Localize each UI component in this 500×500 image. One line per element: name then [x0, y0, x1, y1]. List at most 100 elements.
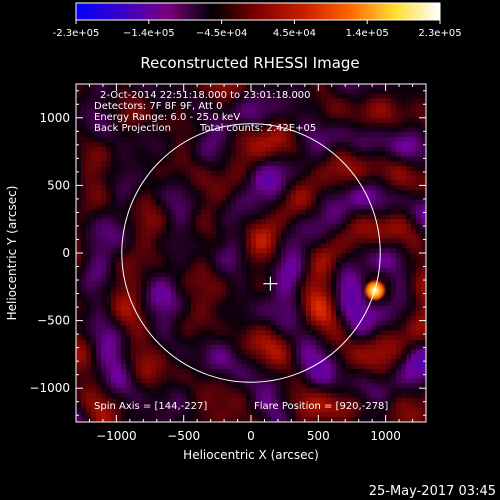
heatmap-cell	[81, 151, 87, 157]
heatmap-cell	[296, 306, 302, 312]
heatmap-cell	[191, 185, 197, 191]
heatmap-cell	[291, 108, 297, 114]
heatmap-cell	[131, 315, 137, 321]
heatmap-cell	[371, 306, 377, 312]
heatmap-cell	[136, 219, 142, 225]
colorbar-ticks: -2.3e+05 −1.4e+05 −4.5e+04 4.5e+04 1.4e+05 2.…	[53, 20, 462, 39]
heatmap-cell	[101, 412, 107, 418]
heatmap-cell	[171, 320, 177, 326]
heatmap-cell	[381, 219, 387, 225]
heatmap-cell	[91, 257, 97, 264]
heatmap-cell	[216, 166, 222, 172]
heatmap-cell	[336, 103, 342, 109]
heatmap-cell	[121, 93, 127, 99]
heatmap-cell	[76, 291, 82, 297]
colorbar-tick-label: -2.3e+05	[53, 28, 100, 39]
heatmap-cell	[271, 190, 277, 196]
heatmap-cell	[96, 199, 102, 206]
heatmap-cell	[116, 267, 122, 273]
heatmap-cell	[356, 228, 362, 235]
heatmap-cell	[241, 219, 247, 225]
heatmap-cell	[296, 132, 302, 138]
heatmap-cell	[81, 320, 87, 326]
heatmap-cell	[181, 219, 187, 225]
heatmap-cell	[241, 378, 247, 384]
heatmap-cell	[421, 364, 426, 370]
heatmap-cell	[396, 209, 402, 215]
heatmap-cell	[271, 359, 277, 365]
heatmap-cell	[91, 103, 97, 109]
heatmap-cell	[166, 132, 172, 138]
heatmap-cell	[411, 132, 417, 138]
heatmap-cell	[346, 132, 352, 138]
heatmap-cell	[111, 185, 117, 191]
colorbar: -2.3e+05 −1.4e+05 −4.5e+04 4.5e+04 1.4e+05 2.…	[53, 2, 462, 39]
heatmap-cell	[336, 286, 342, 293]
heatmap-cell	[376, 325, 382, 331]
heatmap-cell	[166, 127, 172, 133]
heatmap-cell	[261, 407, 267, 413]
heatmap-cell	[126, 98, 132, 104]
heatmap-cell	[261, 339, 267, 346]
heatmap-cell	[271, 112, 277, 119]
heatmap-cell	[161, 228, 167, 235]
heatmap-cell	[221, 335, 227, 341]
heatmap-cell	[76, 93, 82, 99]
heatmap-cell	[96, 137, 102, 143]
heatmap-cell	[166, 291, 172, 297]
heatmap-cell	[266, 214, 272, 220]
heatmap-cell	[336, 417, 342, 422]
heatmap-cell	[336, 141, 342, 148]
heatmap-cell	[231, 233, 237, 239]
heatmap-cell	[271, 151, 277, 157]
heatmap-cell	[316, 402, 322, 408]
heatmap-cell	[396, 359, 402, 365]
heatmap-cell	[76, 330, 82, 336]
heatmap-cell	[136, 393, 142, 399]
heatmap-cell	[406, 402, 412, 408]
heatmap-cell	[101, 272, 107, 278]
heatmap-cell	[386, 108, 392, 114]
heatmap-cell	[391, 219, 397, 225]
heatmap-cell	[261, 93, 267, 99]
heatmap-cell	[236, 383, 242, 389]
heatmap-cell	[91, 296, 97, 302]
heatmap-cell	[91, 180, 97, 186]
heatmap-cell	[231, 98, 237, 104]
heatmap-cell	[286, 325, 292, 331]
heatmap-cell	[181, 393, 187, 399]
heatmap-cell	[191, 281, 197, 288]
heatmap-cell	[251, 151, 257, 157]
heatmap-cell	[421, 219, 426, 225]
heatmap-cell	[191, 393, 197, 399]
heatmap-cell	[126, 412, 132, 418]
heatmap-cell	[311, 243, 317, 249]
heatmap-cell	[136, 417, 142, 422]
heatmap-cell	[136, 306, 142, 312]
heatmap-cell	[171, 103, 177, 109]
heatmap-cell	[381, 349, 387, 355]
heatmap-cell	[226, 301, 232, 307]
heatmap-cell	[216, 383, 222, 389]
heatmap-cell	[416, 349, 422, 355]
heatmap-cell	[266, 98, 272, 104]
heatmap-cell	[181, 233, 187, 239]
heatmap-cell	[116, 108, 122, 114]
heatmap-cell	[76, 301, 82, 307]
heatmap-cell	[136, 315, 142, 321]
heatmap-cell	[231, 112, 237, 119]
heatmap-cell	[81, 277, 87, 283]
heatmap-cell	[131, 219, 137, 225]
heatmap-cell	[156, 199, 162, 206]
heatmap-cell	[271, 238, 277, 244]
heatmap-cell	[246, 127, 252, 133]
heatmap-cell	[206, 262, 212, 268]
heatmap-cell	[136, 281, 142, 288]
heatmap-cell	[346, 315, 352, 321]
heatmap-cell	[206, 373, 212, 379]
heatmap-cell	[256, 320, 262, 326]
heatmap-cell	[311, 248, 317, 254]
heatmap-cell	[131, 228, 137, 235]
heatmap-cell	[356, 180, 362, 186]
heatmap-cell	[381, 185, 387, 191]
